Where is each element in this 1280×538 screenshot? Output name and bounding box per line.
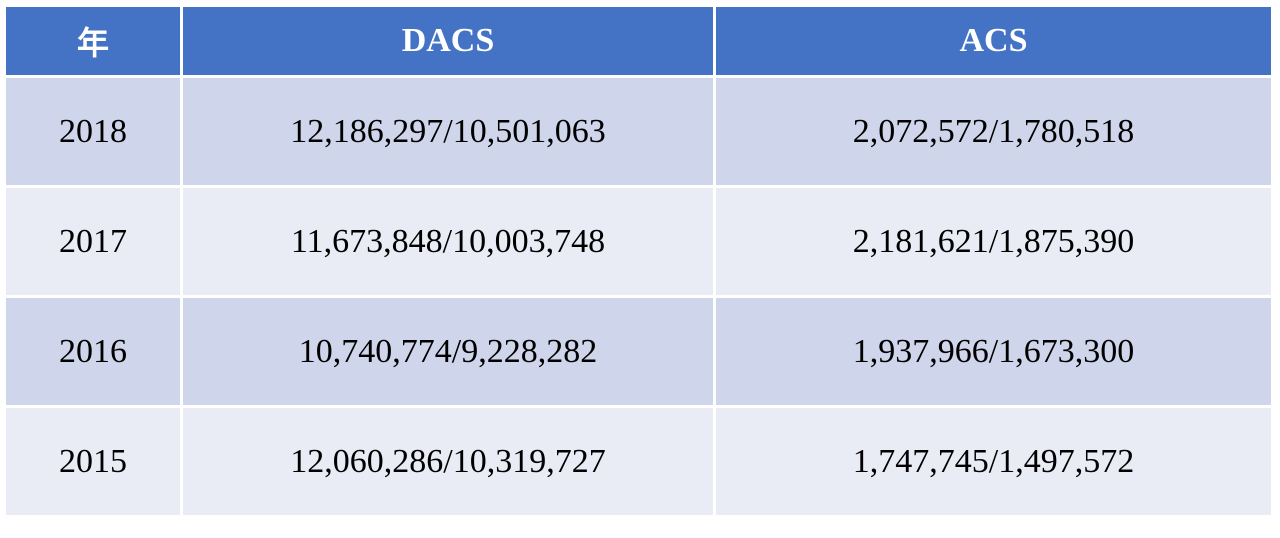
cell-acs: 1,747,745/1,497,572 [716,408,1271,515]
cell-year: 2017 [6,188,180,295]
cell-acs: 1,937,966/1,673,300 [716,298,1271,405]
table-row: 2018 12,186,297/10,501,063 2,072,572/1,7… [6,78,1271,185]
table-header-row: 年 DACS ACS [6,7,1271,75]
cell-year: 2018 [6,78,180,185]
column-header-year: 年 [6,7,180,75]
cell-acs: 2,072,572/1,780,518 [716,78,1271,185]
cell-dacs: 10,740,774/9,228,282 [183,298,713,405]
table-row: 2017 11,673,848/10,003,748 2,181,621/1,8… [6,188,1271,295]
data-table: 年 DACS ACS 2018 12,186,297/10,501,063 2,… [3,4,1274,518]
cell-year: 2016 [6,298,180,405]
cell-dacs: 12,060,286/10,319,727 [183,408,713,515]
column-header-acs: ACS [716,7,1271,75]
table-row: 2016 10,740,774/9,228,282 1,937,966/1,67… [6,298,1271,405]
cell-dacs: 11,673,848/10,003,748 [183,188,713,295]
table-row: 2015 12,060,286/10,319,727 1,747,745/1,4… [6,408,1271,515]
cell-year: 2015 [6,408,180,515]
column-header-dacs: DACS [183,7,713,75]
cell-dacs: 12,186,297/10,501,063 [183,78,713,185]
cell-acs: 2,181,621/1,875,390 [716,188,1271,295]
